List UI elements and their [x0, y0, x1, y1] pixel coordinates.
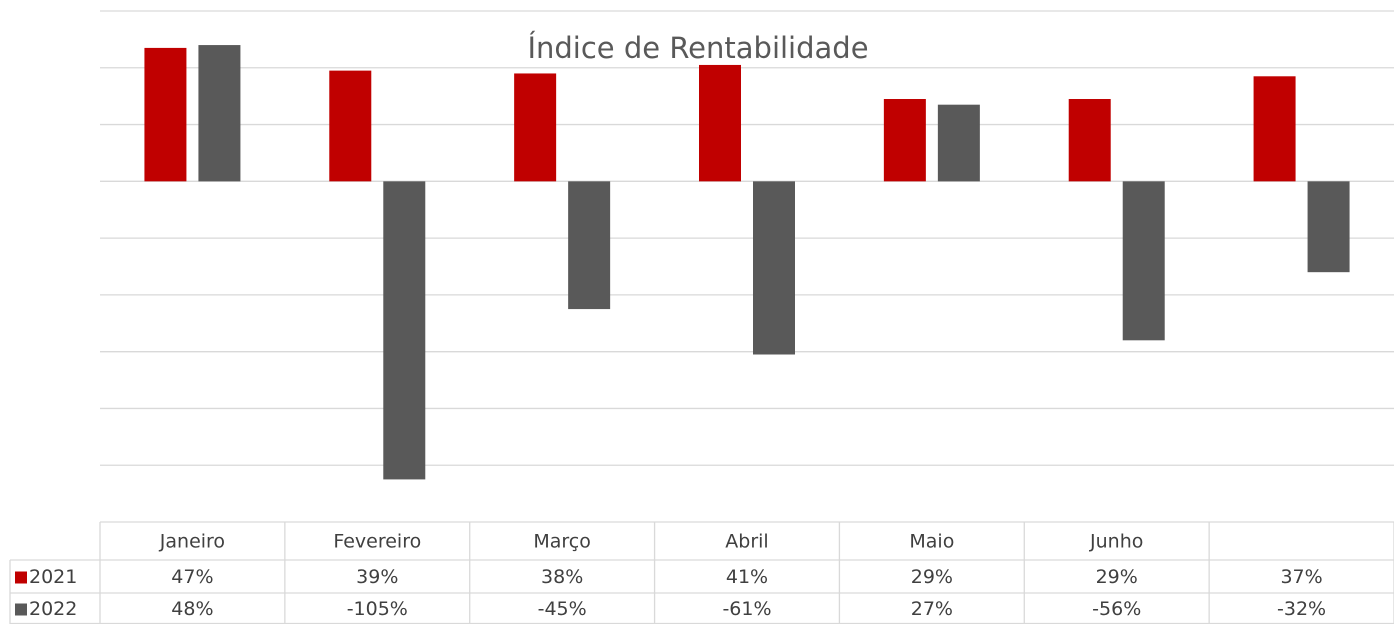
bar: [753, 181, 795, 355]
data-table: Janeiro Fevereiro Março Abril Maio Junho 2021 4…: [9, 521, 1394, 624]
value-label: -45%: [538, 598, 587, 620]
bar: [144, 47, 187, 182]
chart-title: Índice de Rentabilidade: [527, 31, 868, 65]
x-tick-label: Maio: [909, 531, 954, 553]
value-label: -61%: [722, 598, 771, 620]
bar: [568, 181, 611, 310]
value-label: 27%: [911, 598, 953, 620]
value-label: 37%: [1280, 566, 1322, 588]
bar: [1122, 181, 1165, 341]
bar: [883, 99, 926, 182]
value-label: -32%: [1277, 598, 1326, 620]
bar: [1307, 181, 1350, 273]
bar: [329, 70, 372, 182]
bar: [1253, 76, 1296, 182]
bar: [198, 45, 241, 182]
legend-key: [15, 603, 27, 616]
x-tick-label: Junho: [1089, 531, 1143, 553]
bar: [937, 104, 980, 182]
value-label: 41%: [726, 566, 768, 588]
legend-label: 2021: [29, 566, 77, 588]
value-label: 29%: [1096, 566, 1138, 588]
bar: [699, 64, 741, 182]
value-label: -56%: [1092, 598, 1141, 620]
bar: [383, 181, 426, 480]
value-label: 29%: [911, 566, 953, 588]
bar: [1068, 99, 1111, 182]
x-tick-label: Março: [533, 531, 591, 553]
legend-label: 2022: [29, 598, 77, 620]
value-label: 39%: [356, 566, 398, 588]
x-tick-label: Janeiro: [159, 531, 225, 553]
x-tick-label: Abril: [725, 531, 768, 553]
plot: [100, 10, 1394, 480]
x-tick-label: Fevereiro: [333, 531, 421, 553]
value-label: -105%: [347, 598, 408, 620]
legend-key: [15, 571, 27, 584]
value-label: 47%: [171, 566, 213, 588]
value-label: 38%: [541, 566, 583, 588]
value-label: 48%: [171, 598, 213, 620]
bar: [514, 73, 557, 182]
